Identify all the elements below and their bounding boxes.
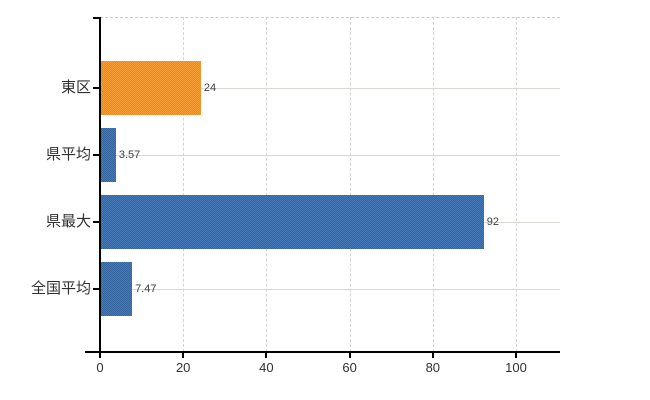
bar-0 <box>101 61 201 115</box>
category-label: 東区 <box>60 79 91 96</box>
y-axis-top-tick <box>93 17 99 19</box>
y-axis-line <box>99 17 101 354</box>
y-axis-tick <box>93 221 99 223</box>
x-axis-tick-label: 20 <box>175 360 191 375</box>
bar-1 <box>101 128 116 182</box>
bar-3 <box>101 262 133 316</box>
x-axis-tick <box>431 353 434 358</box>
y-axis-tick <box>93 288 99 290</box>
gridline-row <box>100 88 560 89</box>
bar-2 <box>101 195 484 249</box>
x-axis-tick <box>182 353 185 358</box>
x-axis-tick <box>515 353 517 358</box>
x-axis-tick-label: 40 <box>259 360 274 375</box>
x-axis-tick-label: 80 <box>425 360 441 375</box>
category-label: 県最大 <box>45 213 91 230</box>
gridline-x-40 <box>266 17 268 352</box>
bar-value-label: 3.57 <box>118 149 141 161</box>
x-axis-tick-label: 0 <box>96 360 104 375</box>
category-label: 全国平均 <box>30 280 91 297</box>
y-axis-tick <box>93 154 99 156</box>
gridline-x-100 <box>516 17 517 352</box>
gridline-row <box>100 289 560 290</box>
bar-value-label: 92 <box>486 216 499 228</box>
x-axis-tick <box>348 353 351 358</box>
y-axis-tick <box>93 87 99 89</box>
x-axis-tick-label: 100 <box>505 360 527 375</box>
gridline-x-60 <box>349 17 351 352</box>
x-axis-line <box>85 351 560 353</box>
x-axis-tick <box>99 353 101 358</box>
gridline-x-20 <box>183 17 185 352</box>
gridline-x-80 <box>432 17 434 352</box>
category-label: 県平均 <box>45 146 91 163</box>
gridline-row <box>100 155 560 156</box>
x-axis-tick-label: 60 <box>342 360 357 375</box>
bar-value-label: 24 <box>203 82 217 94</box>
x-axis-tick <box>265 353 268 358</box>
bar-value-label: 7.47 <box>135 283 157 295</box>
plot-top-border <box>100 17 560 18</box>
